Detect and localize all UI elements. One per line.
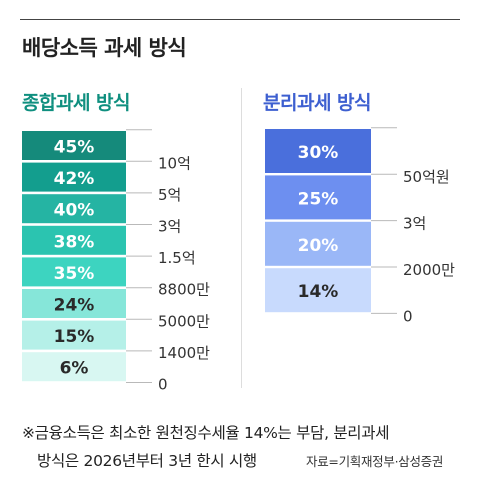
- panel1-bar-1: [265, 175, 371, 220]
- source-credit: 자료=기획재정부·삼성증권: [306, 454, 444, 469]
- panel0-threshold-label-4: 8800만: [158, 281, 210, 299]
- panel1-threshold-label-1: 3억: [403, 215, 426, 233]
- panel0-threshold-label-7: 0: [158, 376, 168, 394]
- panel1-rate-label-0: 30%: [298, 143, 339, 163]
- panel0-bar-3: [22, 225, 126, 255]
- footnote-line-1: ※금융소득은 최소한 원천징수세율 14%는 부담, 분리과세: [22, 424, 390, 442]
- panel0-rate-label-2: 40%: [54, 201, 95, 221]
- panel0-rate-label-4: 35%: [54, 264, 95, 284]
- panel0-rate-label-1: 42%: [54, 169, 95, 189]
- panel0-threshold-label-6: 1400만: [158, 344, 210, 362]
- panel1-bar-0: [265, 129, 371, 173]
- panel0-bar-7: [22, 352, 126, 382]
- panel0-rate-label-3: 38%: [54, 232, 95, 252]
- panel0-bar-0: [22, 131, 126, 160]
- top-rule: [20, 19, 460, 20]
- panel1-rate-label-3: 14%: [298, 282, 339, 302]
- panel0-rate-label-6: 15%: [54, 327, 95, 347]
- panel0-bar-2: [22, 194, 126, 224]
- panel0-bar-4: [22, 257, 126, 287]
- tax-rate-chart: 45% 42% 40% 38% 35% 24% 15% 6% 10억 5억 3억 1.5억 8800만 5…: [22, 127, 455, 394]
- panel-divider: [241, 88, 242, 388]
- panel1-threshold-label-0: 50억원: [403, 168, 450, 186]
- panel0-bar-1: [22, 162, 126, 192]
- panel1-rate-label-1: 25%: [298, 189, 339, 209]
- panel0-threshold-label-0: 10억: [158, 154, 191, 172]
- panel1-rate-label-2: 20%: [298, 236, 339, 256]
- panel0-rate-label-5: 24%: [54, 296, 95, 316]
- panel0-threshold-label-2: 3억: [158, 218, 181, 236]
- panel1-threshold-label-3: 0: [403, 307, 413, 325]
- panel0-bar-5: [22, 289, 126, 318]
- panel0-bar-6: [22, 320, 126, 350]
- right-panel-title: 분리과세 방식: [263, 92, 372, 114]
- footnote: ※금융소득은 최소한 원천징수세율 14%는 부담, 분리과세 방식은 2026…: [22, 419, 389, 475]
- panel0-threshold-label-5: 5000만: [158, 312, 210, 330]
- left-panel-title: 종합과세 방식: [22, 92, 131, 114]
- page-title: 배당소득 과세 방식: [22, 36, 187, 60]
- panel0-rate-label-0: 45%: [54, 138, 95, 158]
- panel1-bar-2: [265, 221, 371, 266]
- panel1-bar-3: [265, 268, 371, 313]
- panel0-threshold-label-1: 5억: [158, 186, 181, 204]
- footnote-line-2: 방식은 2026년부터 3년 한시 시행: [37, 452, 257, 470]
- panel0-rate-label-7: 6%: [60, 359, 89, 379]
- panel1-threshold-label-2: 2000만: [403, 261, 455, 279]
- panel0-threshold-label-3: 1.5억: [158, 249, 196, 267]
